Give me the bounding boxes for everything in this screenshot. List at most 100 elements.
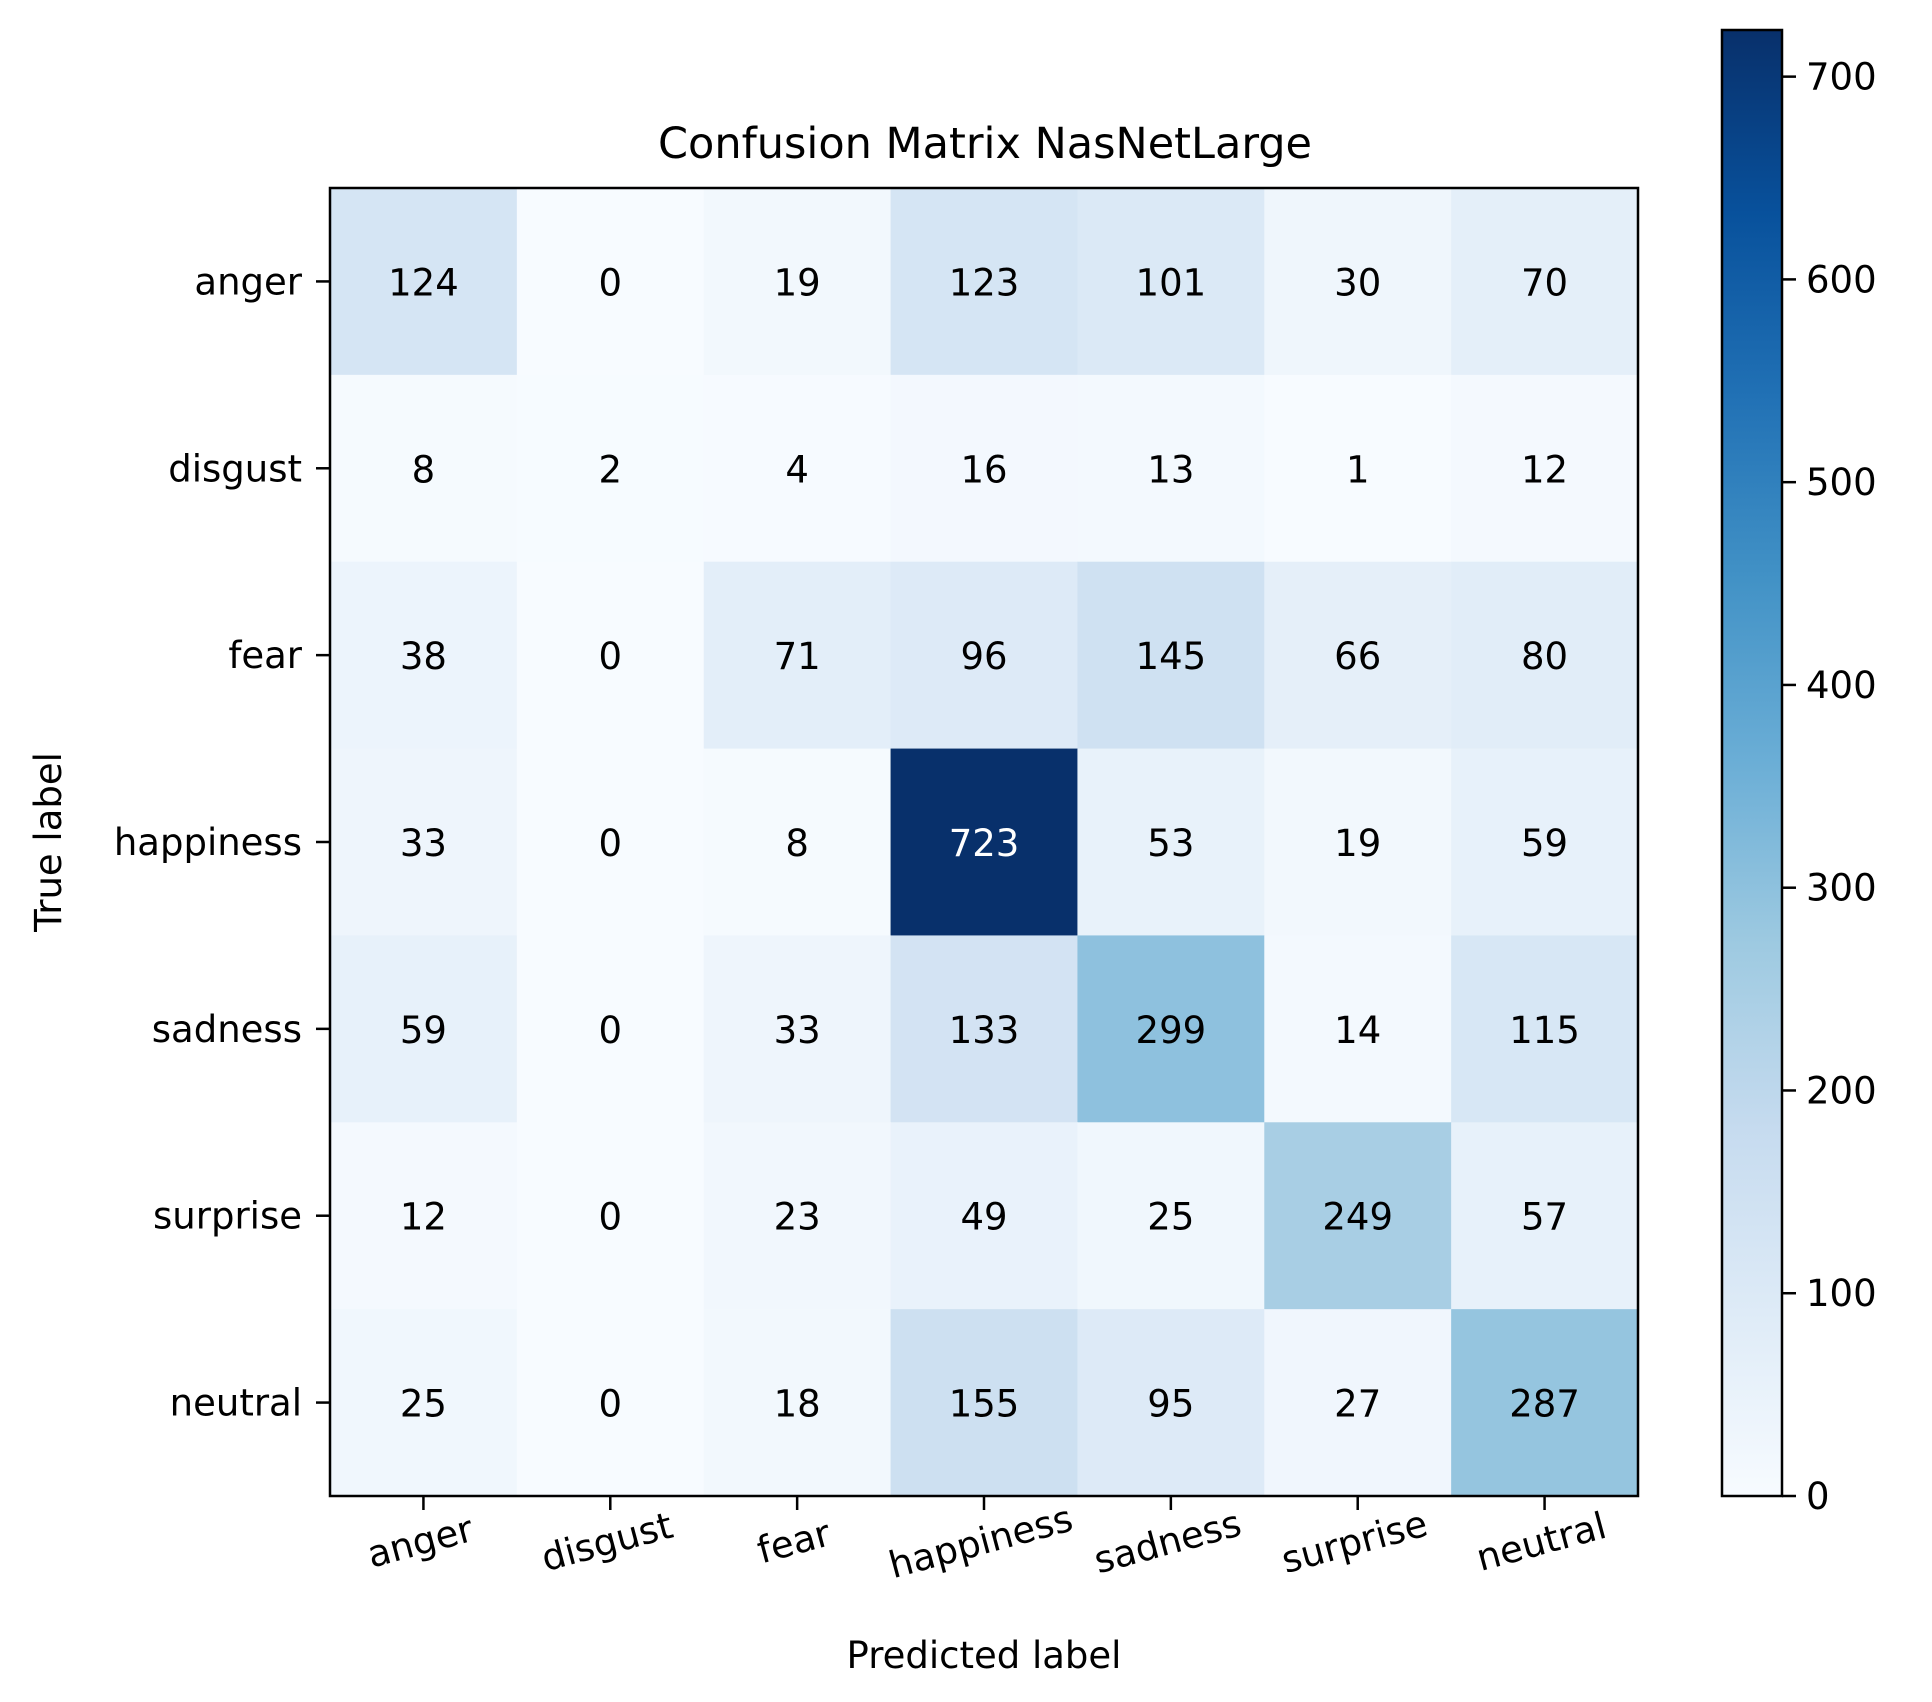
y-tick-label: fear [228, 634, 302, 677]
cell-value-label: 19 [1334, 822, 1381, 865]
colorbar [1720, 28, 1784, 1498]
matrix-cell [890, 1122, 1078, 1310]
cell-value-label: 59 [400, 1009, 447, 1052]
matrix-cell [890, 188, 1078, 376]
matrix-cell [890, 935, 1078, 1123]
cell-value-label: 71 [774, 635, 821, 678]
matrix-cell [1264, 374, 1452, 563]
matrix-cell [516, 561, 705, 750]
matrix-cell [703, 374, 892, 563]
matrix-cell [1077, 561, 1265, 750]
cell-value-label: 33 [400, 822, 447, 865]
colorbar-tick-label: 600 [1806, 258, 1877, 301]
matrix-cell [330, 748, 518, 936]
colorbar-tick-label: 100 [1806, 1272, 1877, 1315]
matrix-cell [516, 1122, 705, 1310]
cell-value-label: 8 [412, 448, 436, 491]
colorbar-tick-label: 400 [1806, 664, 1877, 707]
cell-value-label: 38 [400, 635, 447, 678]
matrix-cell [330, 935, 518, 1123]
matrix-cell [890, 561, 1078, 750]
cell-value-label: 1 [1346, 448, 1370, 491]
matrix-cell [1077, 1309, 1265, 1497]
y-tick-label: disgust [168, 447, 302, 490]
matrix-cell [516, 935, 705, 1123]
matrix-cell [1451, 935, 1639, 1123]
cell-value-label: 2 [599, 448, 623, 491]
matrix-cell [516, 188, 705, 376]
matrix-cell [1451, 1122, 1639, 1310]
cell-value-label: 16 [960, 448, 1007, 491]
cell-value-label: 53 [1147, 822, 1194, 865]
y-tick-label: neutral [170, 1382, 302, 1425]
matrix-cell [1077, 374, 1265, 563]
matrix-cell [330, 1309, 518, 1497]
cell-value-label: 101 [1136, 261, 1207, 304]
colorbar-tick-label: 700 [1806, 56, 1877, 99]
cell-value-label: 249 [1322, 1196, 1393, 1239]
colorbar-tick-label: 0 [1806, 1475, 1830, 1518]
cell-value-label: 49 [960, 1196, 1007, 1239]
matrix-cell [1077, 1122, 1265, 1310]
cell-value-label: 0 [599, 1009, 623, 1052]
matrix-cell [703, 1309, 892, 1497]
matrix-cell [1264, 748, 1452, 936]
matrix-cell [1264, 561, 1452, 750]
cell-value-label: 12 [1521, 448, 1568, 491]
cell-value-label: 133 [949, 1009, 1020, 1052]
matrix-cell [1077, 188, 1265, 376]
cell-value-label: 123 [949, 261, 1020, 304]
cell-value-label: 0 [599, 822, 623, 865]
matrix-cell [1451, 561, 1639, 750]
matrix-cell [703, 188, 892, 376]
cell-value-label: 0 [599, 635, 623, 678]
cell-value-label: 145 [1136, 635, 1207, 678]
cell-value-label: 13 [1147, 448, 1194, 491]
cell-value-label: 25 [1147, 1196, 1194, 1239]
cell-value-label: 723 [949, 822, 1020, 865]
matrix-cell [330, 374, 518, 563]
cell-value-label: 12 [400, 1196, 447, 1239]
cell-value-label: 95 [1147, 1383, 1194, 1426]
cell-value-label: 66 [1334, 635, 1381, 678]
colorbar-tick-label: 200 [1806, 1069, 1877, 1112]
matrix-cell [1264, 1122, 1452, 1310]
cell-value-label: 25 [400, 1383, 447, 1426]
matrix-cell [1077, 748, 1265, 936]
matrix-cell [330, 561, 518, 750]
cell-value-label: 299 [1136, 1009, 1207, 1052]
cell-value-label: 4 [785, 448, 809, 491]
matrix-cell [1264, 935, 1452, 1123]
matrix-cell [890, 748, 1078, 936]
matrix-cell [703, 935, 892, 1123]
cell-value-label: 0 [599, 261, 623, 304]
y-tick-label: anger [194, 260, 302, 303]
y-tick-label: happiness [114, 821, 302, 864]
cell-value-label: 30 [1334, 261, 1381, 304]
cell-value-label: 18 [774, 1383, 821, 1426]
cell-value-label: 59 [1521, 822, 1568, 865]
colorbar-ticks: 0 100 200 300 400 500 600 700 [1782, 56, 1877, 1518]
colorbar-tick-label: 300 [1806, 867, 1877, 910]
matrix-cell [330, 188, 518, 376]
y-axis-ticks: anger disgust fear happiness sadness surprise… [114, 260, 330, 1425]
cell-value-label: 14 [1334, 1009, 1381, 1052]
matrix-cell [516, 748, 705, 936]
matrix-cell [703, 1122, 892, 1310]
matrix-cell [516, 1309, 705, 1497]
matrix-cell [890, 1309, 1078, 1497]
colorbar-tick-label: 500 [1806, 461, 1877, 504]
matrix-cell [1451, 374, 1639, 563]
cell-value-label: 8 [785, 822, 809, 865]
matrix-cell [516, 374, 705, 563]
cell-value-label: 96 [960, 635, 1007, 678]
cell-value-label: 19 [774, 261, 821, 304]
matrix-cell [1451, 188, 1639, 376]
y-tick-label: sadness [152, 1008, 302, 1051]
cell-value-label: 33 [774, 1009, 821, 1052]
matrix-cell [1264, 1309, 1452, 1497]
heatmap-cells [330, 188, 1639, 1497]
matrix-cell [330, 1122, 518, 1310]
y-tick-label: surprise [153, 1195, 302, 1238]
